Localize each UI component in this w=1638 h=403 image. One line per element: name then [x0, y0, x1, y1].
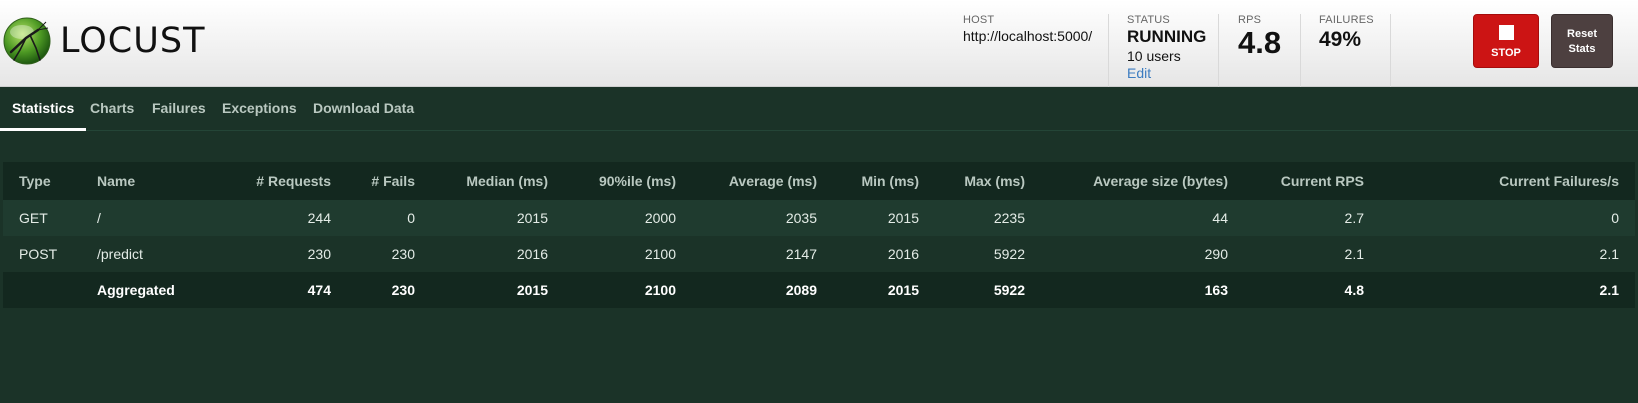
locust-logo: LOCUST — [2, 15, 205, 67]
status-stat: STATUS RUNNING 10 users Edit — [1127, 14, 1206, 81]
cell-90ile: 2100 — [564, 272, 692, 308]
cell-min: 2015 — [833, 200, 935, 236]
column-header[interactable]: Min (ms) — [833, 162, 935, 200]
column-header[interactable]: Median (ms) — [431, 162, 564, 200]
column-header[interactable]: 90%ile (ms) — [564, 162, 692, 200]
status-value: RUNNING — [1127, 27, 1207, 46]
cell-current-failures: 2.1 — [1380, 272, 1635, 308]
column-header[interactable]: Type — [3, 162, 81, 200]
statistics-table: Type Name # Requests # Fails Median (ms)… — [3, 162, 1635, 308]
cell-type: POST — [3, 236, 81, 272]
failures-value: 49% — [1319, 28, 1362, 51]
column-header[interactable]: Name — [81, 162, 201, 200]
header: LOCUST HOST http://localhost:5000/ STATU… — [0, 0, 1638, 94]
cell-median: 2016 — [431, 236, 564, 272]
rps-value: 4.8 — [1238, 25, 1282, 60]
column-header[interactable]: Max (ms) — [935, 162, 1041, 200]
cell-average: 2035 — [692, 200, 833, 236]
cell-requests: 244 — [201, 200, 347, 236]
divider — [1218, 14, 1219, 94]
cell-requests: 230 — [201, 236, 347, 272]
cell-90ile: 2000 — [564, 200, 692, 236]
cell-median: 2015 — [431, 272, 564, 308]
cell-min: 2015 — [833, 272, 935, 308]
cell-fails: 0 — [347, 200, 431, 236]
column-header[interactable]: Average (ms) — [692, 162, 833, 200]
column-header[interactable]: # Requests — [201, 162, 347, 200]
column-header[interactable]: Current Failures/s — [1380, 162, 1635, 200]
cell-name: / — [81, 200, 201, 236]
aggregated-row: Aggregated 474 230 2015 2100 2089 2015 5… — [3, 272, 1635, 308]
table-row: GET / 244 0 2015 2000 2035 2015 2235 44 … — [3, 200, 1635, 236]
tab-failures[interactable]: Failures — [152, 100, 206, 116]
cell-current-rps: 2.1 — [1244, 236, 1380, 272]
cell-average: 2089 — [692, 272, 833, 308]
tab-download-data[interactable]: Download Data — [313, 100, 415, 116]
reset-label-line2: Stats — [1568, 43, 1596, 55]
tab-exceptions[interactable]: Exceptions — [222, 100, 297, 116]
table-header-row: Type Name # Requests # Fails Median (ms)… — [3, 162, 1635, 200]
cell-max: 5922 — [935, 272, 1041, 308]
cell-max: 2235 — [935, 200, 1041, 236]
status-label: STATUS — [1127, 14, 1170, 26]
column-header[interactable]: Average size (bytes) — [1041, 162, 1244, 200]
cell-average: 2147 — [692, 236, 833, 272]
edit-users-link[interactable]: Edit — [1127, 65, 1152, 81]
host-label: HOST — [963, 14, 995, 26]
column-header[interactable]: # Fails — [347, 162, 431, 200]
cell-type — [3, 272, 81, 308]
tab-bar: Statistics Charts Failures Exceptions Do… — [0, 87, 1638, 131]
rps-label: RPS — [1238, 14, 1262, 26]
cell-min: 2016 — [833, 236, 935, 272]
reset-label-line1: Reset — [1567, 28, 1597, 40]
rps-stat: RPS 4.8 — [1238, 14, 1281, 60]
stop-label: STOP — [1491, 47, 1521, 59]
cell-current-failures: 0 — [1380, 200, 1635, 236]
cell-fails: 230 — [347, 272, 431, 308]
column-header[interactable]: Current RPS — [1244, 162, 1380, 200]
cell-avg-size: 163 — [1041, 272, 1244, 308]
locust-grasshopper-logo-icon — [3, 17, 51, 65]
failures-stat: FAILURES 49% — [1319, 14, 1374, 52]
cell-name: /predict — [81, 236, 201, 272]
user-count: 10 users — [1127, 48, 1181, 64]
divider — [1300, 14, 1301, 94]
failures-label: FAILURES — [1319, 14, 1374, 26]
cell-requests: 474 — [201, 272, 347, 308]
cell-name: Aggregated — [81, 272, 201, 308]
cell-current-rps: 4.8 — [1244, 272, 1380, 308]
logo-text: LOCUST — [60, 21, 206, 61]
cell-current-rps: 2.7 — [1244, 200, 1380, 236]
host-value: http://localhost:5000/ — [963, 28, 1093, 44]
host-stat: HOST http://localhost:5000/ — [963, 14, 1092, 44]
table-row: POST /predict 230 230 2016 2100 2147 201… — [3, 236, 1635, 272]
divider — [1390, 14, 1391, 94]
tab-statistics[interactable]: Statistics — [0, 87, 87, 131]
cell-avg-size: 290 — [1041, 236, 1244, 272]
cell-current-failures: 2.1 — [1380, 236, 1635, 272]
tab-charts[interactable]: Charts — [90, 100, 135, 116]
cell-90ile: 2100 — [564, 236, 692, 272]
cell-median: 2015 — [431, 200, 564, 236]
reset-stats-button[interactable]: Reset Stats — [1551, 14, 1613, 68]
stop-button[interactable]: STOP — [1473, 14, 1539, 68]
cell-fails: 230 — [347, 236, 431, 272]
cell-avg-size: 44 — [1041, 200, 1244, 236]
cell-type: GET — [3, 200, 81, 236]
cell-max: 5922 — [935, 236, 1041, 272]
stop-square-icon — [1498, 25, 1514, 40]
divider — [1108, 14, 1109, 94]
